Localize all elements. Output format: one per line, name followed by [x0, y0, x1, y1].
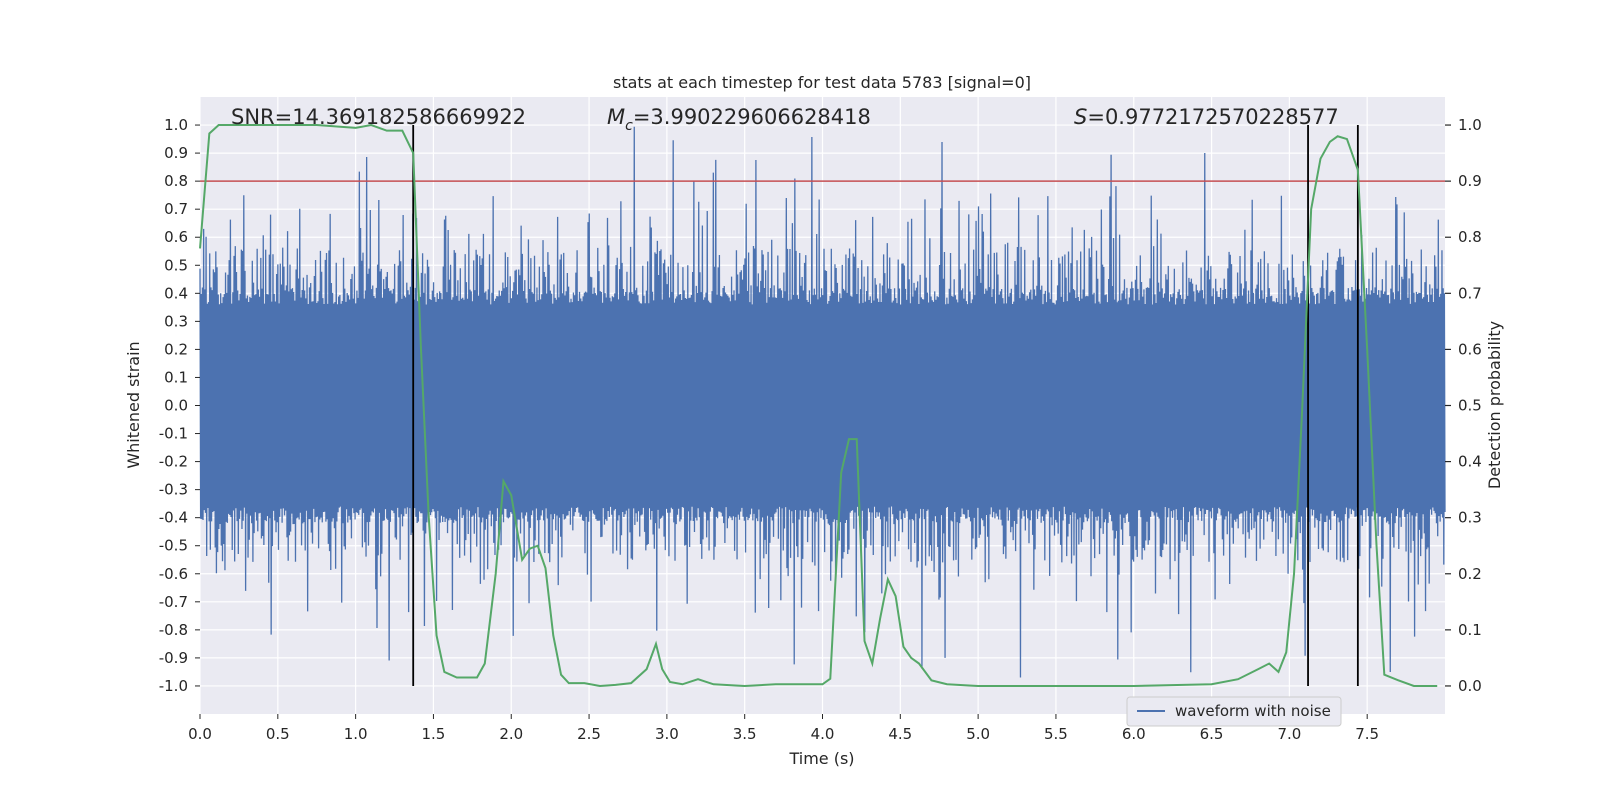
mc-symbol: M [607, 105, 625, 129]
y-tick-label-2: 0.8 [164, 172, 188, 190]
y-tick-label-11: -0.1 [159, 425, 188, 443]
y-tick-label-20: -1.0 [159, 677, 188, 695]
x-tick-label-9: 4.5 [888, 725, 912, 743]
y-axis-ticks: 1.0 0.9 0.8 0.7 0.6 0.5 0.4 0.3 0.2 0.1 0.0 -0.1 -0.… [159, 116, 200, 695]
x-tick-label-11: 5.5 [1044, 725, 1068, 743]
y2-tick-label-4: 0.6 [1458, 340, 1482, 358]
y-tick-label-4: 0.6 [164, 228, 188, 246]
x-tick-label-1: 0.5 [266, 725, 290, 743]
x-tick-label-6: 3.0 [655, 725, 679, 743]
y-tick-label-17: -0.7 [159, 593, 188, 611]
x-tick-label-14: 7.0 [1277, 725, 1301, 743]
y2-tick-label-6: 0.4 [1458, 453, 1482, 471]
x-tick-label-12: 6.0 [1122, 725, 1146, 743]
y-tick-label-1: 0.9 [164, 144, 188, 162]
s-symbol: S [1074, 105, 1087, 129]
x-tick-label-15: 7.5 [1355, 725, 1379, 743]
mc-value: =3.990229606628418 [633, 105, 871, 129]
y2-tick-label-0: 1.0 [1458, 116, 1482, 134]
y-tick-label-0: 1.0 [164, 116, 188, 134]
y2-axis-ticks: 1.0 0.9 0.8 0.7 0.6 0.5 0.4 0.3 0.2 0.1 0.0 [1445, 116, 1482, 695]
y-axis-label: Whitened strain [124, 341, 143, 468]
y2-tick-label-1: 0.9 [1458, 172, 1482, 190]
x-tick-label-13: 6.5 [1200, 725, 1224, 743]
legend-box [1126, 696, 1342, 727]
y-tick-label-6: 0.4 [164, 284, 188, 302]
x-tick-label-7: 3.5 [733, 725, 757, 743]
y-tick-label-8: 0.2 [164, 340, 188, 358]
legend-entry-waveform: waveform with noise [1175, 702, 1331, 720]
y-tick-label-14: -0.4 [159, 509, 188, 527]
y2-tick-label-9: 0.1 [1458, 621, 1482, 639]
mc-annotation: Mc=3.990229606628418 [607, 105, 871, 134]
y2-tick-label-3: 0.7 [1458, 284, 1482, 302]
y2-axis-label: Detection probability [1485, 321, 1504, 489]
y-tick-label-18: -0.8 [159, 621, 188, 639]
x-tick-label-0: 0.0 [188, 725, 212, 743]
probability-layer [199, 124, 1438, 687]
y2-tick-label-2: 0.8 [1458, 228, 1482, 246]
waveform-with-noise-line [199, 126, 1446, 678]
y2-tick-label-10: 0.0 [1458, 677, 1482, 695]
s-value: =0.9772172570228577 [1087, 105, 1338, 129]
s-annotation: S=0.9772172570228577 [1074, 105, 1339, 129]
x-axis-ticks: 0.0 0.5 1.0 1.5 2.0 2.5 3.0 3.5 4.0 4.5 5.0 5.5 6.0 6… [188, 714, 1379, 743]
x-tick-label-5: 2.5 [577, 725, 601, 743]
y-tick-label-15: -0.5 [159, 537, 188, 555]
detection-probability-line [199, 124, 1438, 687]
y-tick-label-19: -0.9 [159, 649, 188, 667]
y2-tick-label-7: 0.3 [1458, 509, 1482, 527]
x-tick-label-10: 5.0 [966, 725, 990, 743]
reference-lines [200, 125, 1445, 686]
y-tick-label-13: -0.3 [159, 481, 188, 499]
y-tick-label-7: 0.3 [164, 312, 188, 330]
x-tick-label-8: 4.0 [811, 725, 835, 743]
legend: waveform with noise [1126, 696, 1342, 727]
y-tick-label-16: -0.6 [159, 565, 188, 583]
waveform-layer [199, 126, 1446, 678]
y-tick-label-10: 0.0 [164, 397, 188, 415]
y2-tick-label-8: 0.2 [1458, 565, 1482, 583]
mc-subscript: c [625, 118, 633, 134]
x-axis-label: Time (s) [788, 749, 854, 768]
y2-tick-label-5: 0.5 [1458, 397, 1482, 415]
x-tick-label-2: 1.0 [344, 725, 368, 743]
x-tick-label-4: 2.0 [499, 725, 523, 743]
y-tick-label-9: 0.1 [164, 368, 188, 386]
chart-title: stats at each timestep for test data 578… [613, 73, 1031, 92]
snr-annotation: SNR=14.369182586669922 [231, 105, 526, 129]
x-tick-label-3: 1.5 [422, 725, 446, 743]
y-tick-label-12: -0.2 [159, 453, 188, 471]
y-tick-label-3: 0.7 [164, 200, 188, 218]
y-tick-label-5: 0.5 [164, 256, 188, 274]
